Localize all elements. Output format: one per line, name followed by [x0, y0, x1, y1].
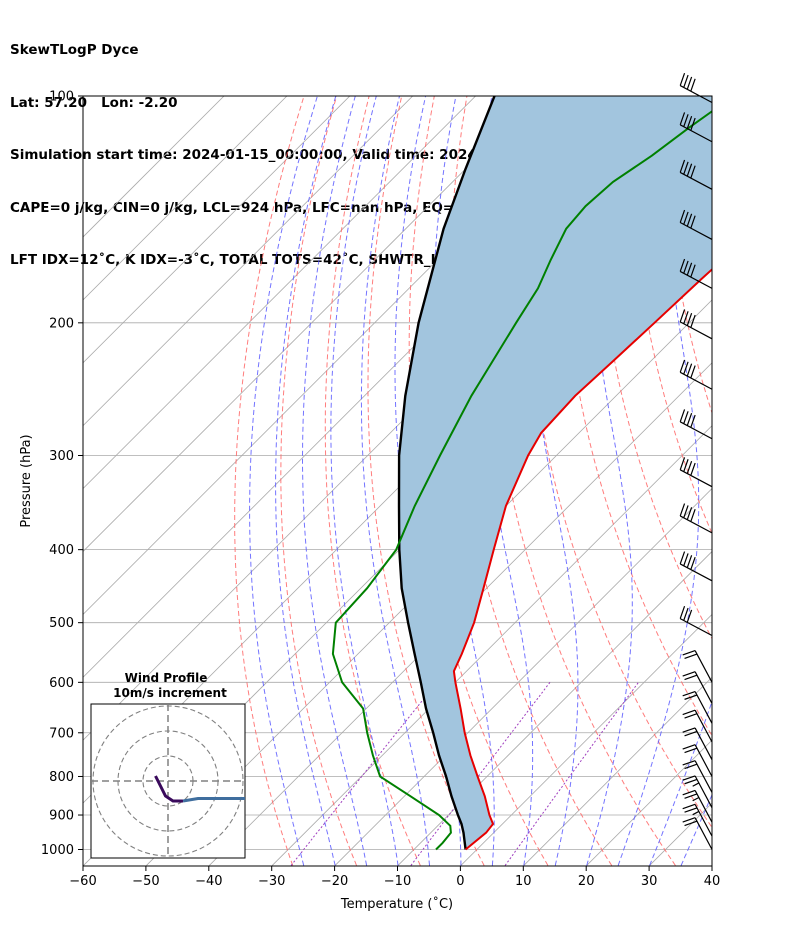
y-tick-label: 900 [49, 809, 74, 824]
wind-barb [679, 112, 713, 143]
wind-barb [679, 409, 713, 440]
location-label: Lat: 57.20 Lon: -2.20 [10, 94, 178, 111]
isotherm [83, 96, 540, 553]
wind-barb [682, 760, 713, 793]
wind-barb [679, 359, 713, 390]
moist-adiabat [394, 96, 462, 866]
hodograph-trace [182, 797, 245, 803]
y-tick-label: 800 [49, 770, 74, 785]
y-tick-label: 400 [49, 543, 74, 558]
moist-adiabat [360, 96, 430, 866]
wind-barb [679, 503, 713, 534]
x-tick-label: 20 [578, 874, 595, 889]
dewpoint-trace [331, 110, 712, 851]
moist-adiabat [680, 793, 712, 866]
isotherm [460, 613, 712, 866]
y-tick-label: 1000 [41, 843, 74, 858]
cin-shading [399, 96, 712, 850]
isotherm [83, 96, 477, 490]
x-tick-label: 40 [704, 874, 721, 889]
dry-adiabat [760, 96, 794, 866]
wind-barb [679, 605, 713, 637]
dry-adiabat [560, 96, 712, 737]
dry-adiabat [324, 96, 421, 866]
wind-barb [682, 671, 713, 704]
isotherm [334, 488, 712, 866]
hodograph-inset: Wind Profile 10m/s increment [90, 671, 246, 859]
wind-barb [679, 209, 713, 240]
y-axis-label: Pressure (hPa) [19, 434, 34, 527]
cape-cin-fill [399, 96, 712, 850]
isotherm [83, 96, 288, 301]
wind-barb [682, 789, 713, 823]
mixing-ratio-line [410, 681, 551, 866]
x-tick-label: 10 [515, 874, 532, 889]
isotherm [713, 79, 794, 865]
chart-title: SkewTLogP Dyce [10, 42, 139, 58]
isotherm [83, 96, 414, 427]
hodograph-subtitle: 10m/s increment [113, 686, 227, 700]
y-tick-label: 100 [49, 90, 74, 105]
x-tick-label: −50 [132, 874, 159, 889]
temperature-trace [452, 268, 712, 851]
x-tick-label: −10 [384, 874, 411, 889]
wind-barb [682, 709, 713, 743]
wind-barb [682, 744, 713, 777]
x-tick-label: 0 [456, 874, 464, 889]
wind-barb [682, 649, 713, 683]
wind-barb [679, 309, 713, 340]
dry-adiabat [728, 96, 794, 866]
moist-adiabat [649, 700, 712, 866]
dry-adiabat [280, 96, 357, 866]
axes: −60 −50 −40 −30 −20 −10 0 10 20 30 40 1000 900 800 700… [41, 90, 720, 890]
wind-barb [682, 817, 713, 850]
x-tick-label: −20 [321, 874, 348, 889]
wind-barb [682, 803, 713, 837]
moist-adiabat [249, 96, 318, 866]
isotherm [271, 425, 712, 866]
mixing-ratio-line [504, 682, 639, 866]
dry-adiabat [661, 96, 712, 415]
x-tick-label: −30 [258, 874, 285, 889]
wind-barb [679, 258, 713, 289]
moist-adiabat [330, 96, 399, 866]
hodograph-trace-low [154, 775, 183, 803]
isotherm [146, 299, 712, 866]
wind-barb [679, 551, 713, 582]
isotherm [83, 96, 351, 364]
profile-traces [331, 96, 712, 851]
isotherm [397, 550, 712, 866]
x-axis-label: Temperature (˚C) [340, 896, 453, 912]
x-tick-label: −60 [69, 874, 96, 889]
wind-barb [682, 775, 713, 808]
wind-barb [682, 690, 713, 724]
isotherm [209, 362, 712, 866]
y-tick-label: 600 [49, 676, 74, 691]
parcel-trace [397, 96, 496, 850]
y-tick-label: 500 [49, 616, 74, 631]
isotherm [83, 96, 225, 238]
wind-barb [679, 457, 713, 488]
wind-barbs [679, 72, 713, 850]
dry-adiabat [234, 96, 305, 866]
wind-barb [682, 727, 713, 760]
dry-adiabat [594, 96, 712, 640]
moist-adiabat [302, 96, 368, 866]
moist-adiabat [586, 96, 633, 866]
y-tick-label: 700 [49, 726, 74, 741]
moist-adiabat [617, 96, 700, 866]
mixing-ratio-line [290, 681, 438, 866]
wind-barb [679, 72, 713, 104]
x-tick-label: 30 [641, 874, 658, 889]
y-tick-label: 200 [49, 316, 74, 331]
hodograph-title: Wind Profile [125, 671, 208, 685]
wind-barb [679, 159, 713, 190]
moist-adiabat [275, 96, 337, 866]
x-tick-label: −40 [195, 874, 222, 889]
y-tick-label: 300 [49, 449, 74, 464]
